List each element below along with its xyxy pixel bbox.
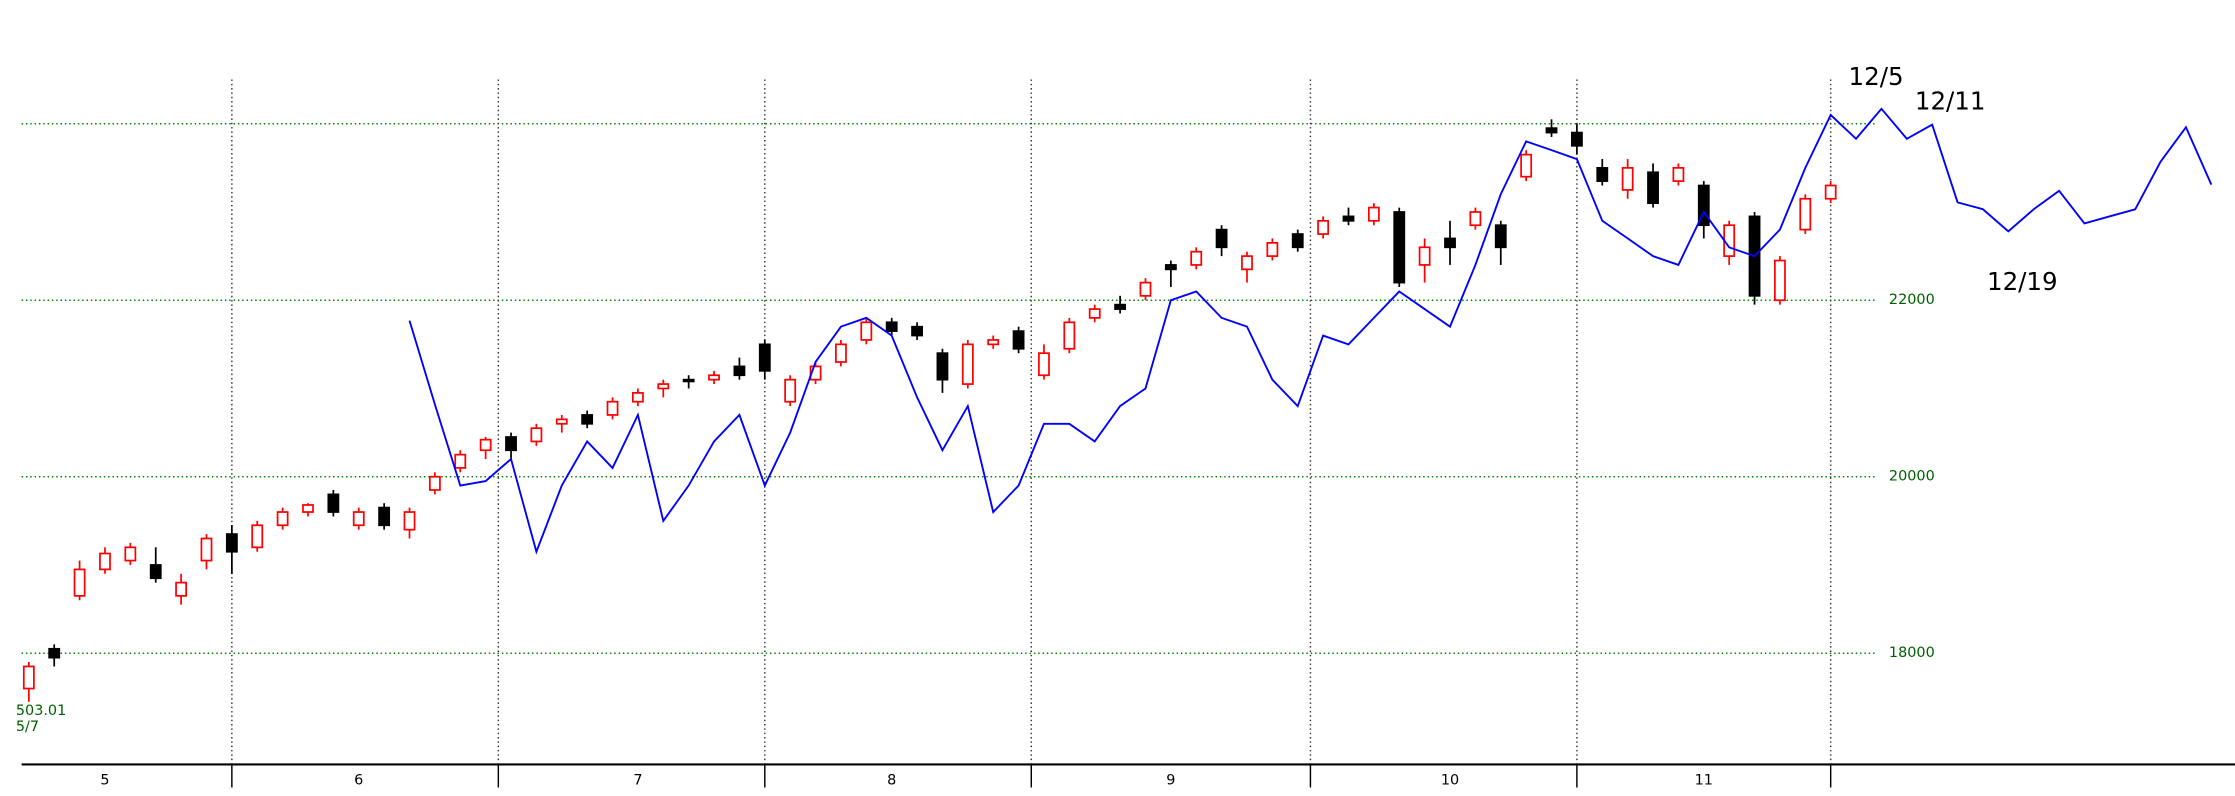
candle-body: [530, 427, 543, 443]
candle-body: [200, 537, 213, 562]
candle-body: [1697, 184, 1710, 227]
x-tick-label: 9: [1166, 772, 1175, 788]
candle-body: [1038, 352, 1050, 377]
candle-body: [987, 339, 1000, 346]
candle-body: [708, 374, 720, 381]
start-date: 5/7: [16, 719, 39, 735]
candle-body: [1774, 259, 1786, 302]
candle-body: [1520, 153, 1533, 178]
candle-body: [175, 581, 188, 597]
candle-body: [1799, 197, 1812, 231]
candle-body: [1317, 219, 1330, 235]
candle-body: [1291, 233, 1304, 249]
candle-body: [73, 568, 86, 597]
candle-body: [1494, 224, 1507, 249]
candle-body: [1824, 184, 1837, 200]
y-tick-label: 18000: [1889, 645, 1935, 661]
candle-body: [1215, 228, 1228, 249]
candle-body: [758, 343, 771, 372]
candle-body: [428, 475, 441, 491]
x-tick-label: 10: [1441, 772, 1459, 788]
start-code: 503.01: [16, 703, 66, 719]
candle-body: [1596, 166, 1609, 182]
candle-body: [251, 524, 264, 549]
candle-body: [1393, 211, 1406, 284]
candle-body: [1444, 237, 1456, 249]
candle-body: [784, 378, 797, 403]
candle-body: [961, 343, 974, 385]
candle-body: [657, 383, 670, 390]
candle-body: [99, 552, 111, 571]
annotation: 12/19: [1987, 267, 2058, 296]
candle-body: [1164, 264, 1177, 271]
candle-body: [682, 378, 695, 383]
candle-body: [1418, 246, 1431, 266]
candle-body: [302, 504, 314, 513]
candle-body: [581, 414, 594, 425]
x-tick-label: 8: [887, 772, 896, 788]
candle-body: [632, 392, 644, 403]
candle-body: [1241, 255, 1253, 271]
annotation: 12/11: [1915, 87, 1986, 116]
candle-body: [22, 665, 35, 690]
x-tick-label: 5: [100, 772, 109, 788]
candle-body: [378, 506, 391, 527]
candle-body: [505, 436, 517, 452]
candle-body: [149, 564, 162, 580]
candle-body: [1672, 166, 1685, 182]
candle-body: [276, 511, 289, 527]
candle-body: [885, 321, 898, 332]
annotation: 12/5: [1849, 62, 1904, 91]
candle-body: [1012, 330, 1025, 350]
candle-body: [352, 511, 365, 527]
candle-body: [911, 325, 923, 337]
candle-body: [860, 321, 873, 341]
candle-body: [1723, 224, 1736, 257]
candle-body: [606, 400, 619, 416]
y-tick-label: 22000: [1889, 292, 1935, 308]
x-tick-label: 11: [1695, 772, 1713, 788]
candle-body: [936, 352, 949, 381]
candle-body: [1190, 250, 1203, 266]
candle-body: [403, 511, 416, 531]
candle-body: [555, 418, 568, 425]
candle-body: [1088, 308, 1101, 319]
y-tick-label: 20000: [1889, 469, 1935, 485]
candle-body: [835, 343, 847, 363]
candle-body: [1139, 281, 1152, 297]
candle-body: [733, 365, 746, 377]
candle-body: [1545, 127, 1558, 134]
candle-body: [48, 647, 61, 659]
candle-body: [1621, 166, 1634, 191]
candle-body: [454, 453, 467, 469]
candle-body: [1367, 206, 1380, 222]
candle-body: [1114, 303, 1127, 310]
x-tick-label: 6: [354, 772, 363, 788]
candle-body: [124, 546, 137, 562]
candle-body: [1469, 211, 1482, 227]
candle-body: [1266, 242, 1279, 257]
candle-body: [479, 438, 492, 452]
candle-body: [1063, 321, 1076, 350]
candle-body: [327, 493, 340, 513]
candle-body: [1647, 171, 1659, 205]
candle-body: [1570, 131, 1583, 147]
line: [408, 107, 2213, 555]
candle-body: [1342, 215, 1355, 222]
candle-body: [225, 533, 238, 553]
candle-body: [809, 365, 822, 381]
x-tick-label: 7: [633, 772, 642, 788]
